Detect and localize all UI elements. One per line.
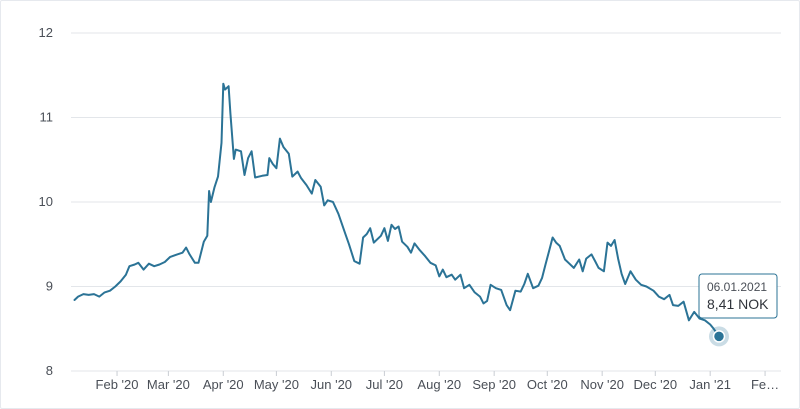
x-tick-label: Aug '20 xyxy=(417,377,461,392)
tooltip-box xyxy=(698,273,778,319)
tooltip-value: 8,41 NOK xyxy=(707,296,769,312)
x-tick-label: Mar '20 xyxy=(147,377,190,392)
x-tick-label: Jul '20 xyxy=(366,377,403,392)
x-tick-label: Jan '21 xyxy=(689,377,731,392)
x-tick-label: Sep '20 xyxy=(472,377,516,392)
x-tick-label: May '20 xyxy=(254,377,299,392)
hover-marker[interactable] xyxy=(709,326,729,347)
grid xyxy=(71,32,781,372)
y-tick-label: 9 xyxy=(46,279,53,294)
x-tick-label: Feb '20 xyxy=(96,377,139,392)
price-line xyxy=(73,82,720,338)
tooltip: 06.01.2021 8,41 NOK xyxy=(698,273,778,319)
x-tick-label: Dec '20 xyxy=(633,377,677,392)
tooltip-date: 06.01.2021 xyxy=(707,280,767,294)
y-tick-label: 8 xyxy=(46,363,53,378)
y-tick-label: 10 xyxy=(39,194,53,209)
y-tick-label: 11 xyxy=(40,110,54,125)
y-axis: 8 9 10 11 12 xyxy=(39,25,53,378)
x-tick-label: Nov '20 xyxy=(580,377,624,392)
x-tick-label: Fe… xyxy=(751,377,779,392)
x-tick-label: Oct '20 xyxy=(527,377,568,392)
x-tick-label: Jun '20 xyxy=(311,377,353,392)
y-tick-label: 12 xyxy=(39,25,53,40)
x-tick-label: Apr '20 xyxy=(203,377,244,392)
x-axis: Feb '20 Mar '20 Apr '20 May '20 Jun '20 Jul '… xyxy=(96,371,779,392)
marker-dot[interactable] xyxy=(712,330,726,343)
